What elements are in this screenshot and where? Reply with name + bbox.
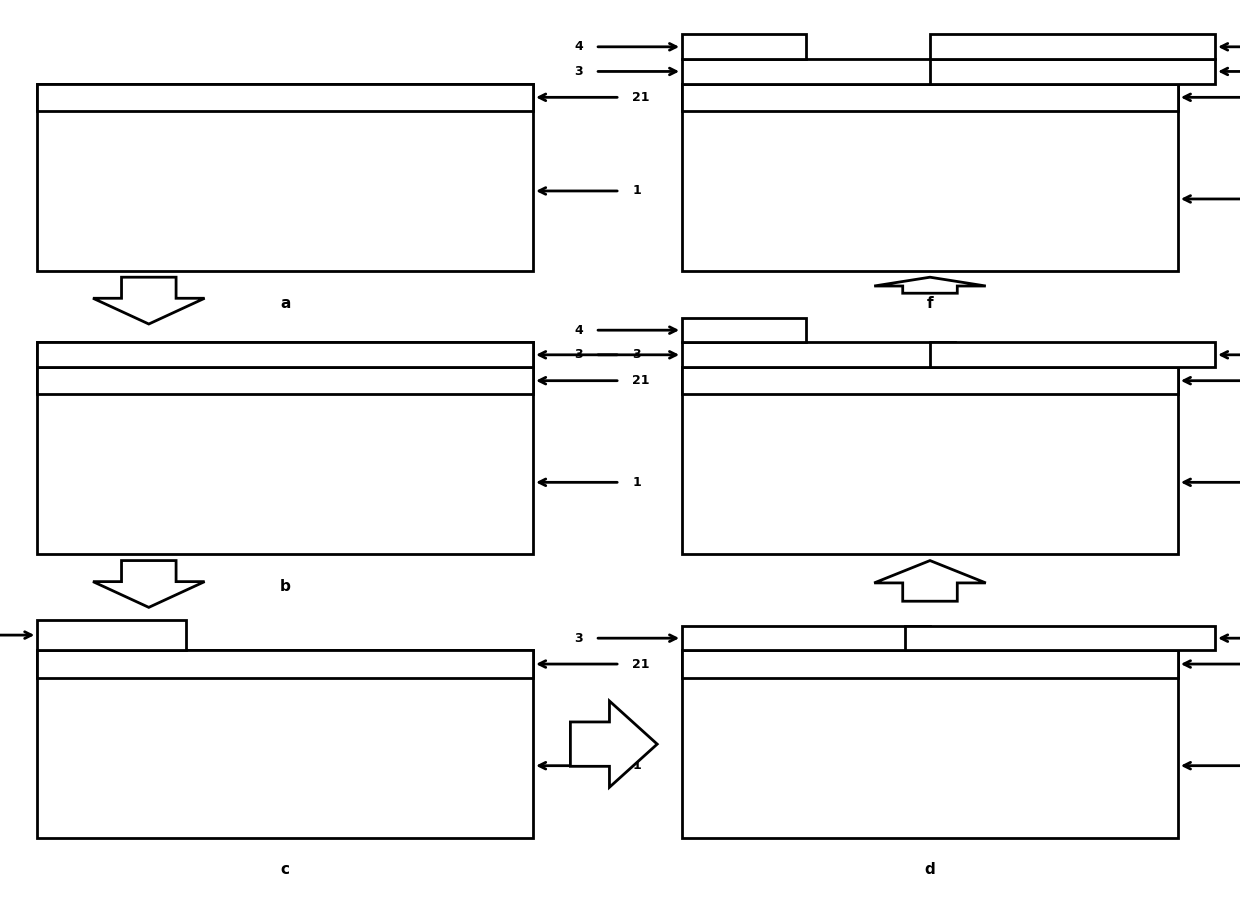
Bar: [682, 367, 1178, 554]
Bar: [930, 34, 1215, 59]
Bar: [905, 626, 1215, 650]
Bar: [682, 318, 806, 343]
Bar: [682, 650, 1178, 677]
Polygon shape: [874, 561, 986, 602]
Text: 4: 4: [574, 41, 583, 54]
Bar: [682, 343, 955, 367]
Bar: [37, 650, 533, 677]
Text: f: f: [926, 296, 934, 310]
Bar: [37, 84, 533, 111]
Bar: [682, 59, 955, 84]
Bar: [682, 84, 1178, 111]
Bar: [682, 626, 930, 650]
Text: 3: 3: [574, 632, 583, 645]
Text: 3: 3: [632, 348, 641, 361]
Bar: [682, 650, 1178, 838]
Bar: [682, 367, 1178, 395]
Text: b: b: [280, 579, 290, 594]
Text: 21: 21: [632, 91, 650, 103]
Text: c: c: [280, 862, 290, 878]
Text: 3: 3: [574, 65, 583, 78]
Text: 3: 3: [574, 348, 583, 361]
Text: 1: 1: [632, 760, 641, 772]
Text: 21: 21: [632, 374, 650, 387]
Bar: [37, 367, 533, 395]
Text: d: d: [925, 862, 935, 878]
Bar: [930, 59, 1215, 84]
Bar: [37, 84, 533, 271]
Polygon shape: [93, 277, 205, 324]
Polygon shape: [874, 277, 986, 293]
Text: 1: 1: [632, 185, 641, 198]
Bar: [682, 34, 806, 59]
Text: a: a: [280, 296, 290, 310]
Bar: [37, 650, 533, 838]
Polygon shape: [93, 561, 205, 607]
Text: 1: 1: [632, 476, 641, 489]
Bar: [930, 343, 1215, 367]
Bar: [37, 343, 533, 554]
Bar: [37, 620, 186, 650]
Text: 4: 4: [574, 323, 583, 336]
Bar: [682, 84, 1178, 271]
Polygon shape: [570, 701, 657, 787]
Bar: [37, 343, 533, 367]
Text: 21: 21: [632, 658, 650, 671]
Text: e: e: [925, 579, 935, 594]
